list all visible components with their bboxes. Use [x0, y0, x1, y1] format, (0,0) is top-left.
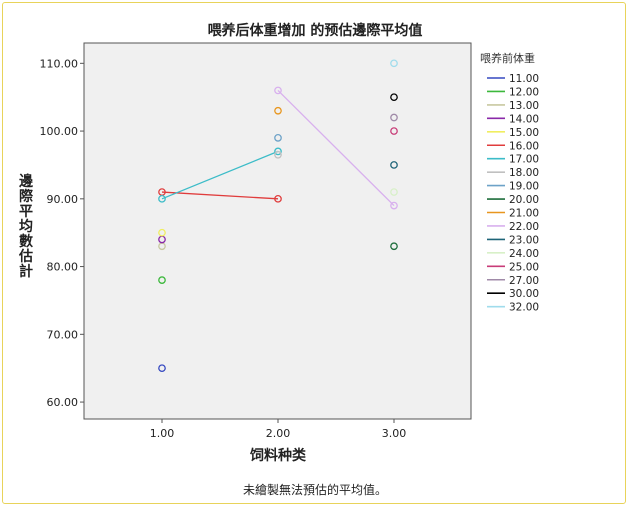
point-19.00-2.00 — [274, 133, 282, 142]
legend-label-11.00: 11.00 — [509, 73, 539, 85]
y-tick-label: 110.00 — [40, 57, 79, 70]
point-18.00-2.00 — [274, 150, 282, 159]
legend-label-32.00: 32.00 — [509, 302, 539, 314]
point-17.00-2.00 — [274, 147, 282, 156]
point-27.00-3.00 — [390, 113, 398, 122]
legend-label-20.00: 20.00 — [509, 194, 539, 206]
legend-label-18.00: 18.00 — [509, 167, 539, 179]
legend-label-23.00: 23.00 — [509, 234, 539, 246]
legend-label-12.00: 12.00 — [509, 86, 539, 98]
plot-area — [83, 42, 472, 420]
x-tick-label: 2.00 — [266, 427, 291, 440]
point-25.00-3.00 — [390, 127, 398, 135]
series-line-17.00 — [161, 150, 279, 200]
point-12.00-1.00 — [158, 276, 166, 284]
point-21.00-2.00 — [274, 106, 282, 115]
point-17.00-1.00 — [158, 194, 166, 203]
legend-label-25.00: 25.00 — [509, 261, 539, 273]
y-tick-label: 90.00 — [47, 193, 79, 206]
y-tick-label: 70.00 — [47, 328, 79, 341]
y-tick-label: 80.00 — [47, 261, 79, 274]
point-20.00-3.00 — [390, 242, 398, 251]
point-15.00-1.00 — [158, 228, 166, 237]
legend-label-22.00: 22.00 — [509, 221, 539, 233]
legend-label-16.00: 16.00 — [509, 140, 539, 152]
x-tick-label: 3.00 — [382, 427, 407, 440]
point-22.00-3.00 — [390, 201, 398, 210]
series-line-22.00 — [277, 89, 395, 207]
point-24.00-3.00 — [390, 188, 398, 196]
point-23.00-3.00 — [390, 161, 398, 169]
legend-label-17.00: 17.00 — [509, 154, 539, 166]
chart-frame — [2, 2, 626, 504]
point-30.00-3.00 — [390, 93, 398, 102]
legend-label-21.00: 21.00 — [509, 208, 539, 220]
legend-label-13.00: 13.00 — [509, 100, 539, 112]
legend-label-14.00: 14.00 — [509, 113, 539, 125]
legend-label-30.00: 30.00 — [509, 288, 539, 300]
x-axis-label: 饲料种类 — [249, 447, 307, 464]
legend-title: 喂养前体重 — [480, 51, 535, 65]
point-22.00-2.00 — [274, 86, 282, 95]
legend-label-19.00: 19.00 — [509, 181, 539, 193]
point-11.00-1.00 — [158, 364, 166, 373]
point-32.00-3.00 — [390, 59, 398, 68]
chart-title: 喂养后体重增加 的预估邊際平均值 — [208, 22, 423, 39]
y-axis-label: 邊際平均數估計 — [18, 173, 34, 280]
y-tick-label: 100.00 — [40, 125, 79, 138]
y-tick-label: 60.00 — [47, 396, 79, 409]
legend-label-15.00: 15.00 — [509, 127, 539, 139]
x-tick-label: 1.00 — [150, 427, 175, 440]
legend-label-24.00: 24.00 — [509, 248, 539, 260]
series-line-16.00 — [161, 191, 279, 200]
footnote: 未繪製無法預估的平均值。 — [243, 482, 387, 497]
point-16.00-2.00 — [274, 194, 282, 203]
legend-label-27.00: 27.00 — [509, 275, 539, 287]
